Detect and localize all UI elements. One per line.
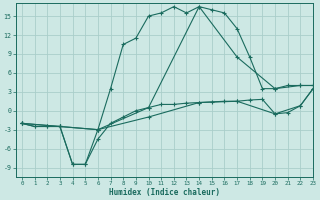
X-axis label: Humidex (Indice chaleur): Humidex (Indice chaleur) [109, 188, 220, 197]
